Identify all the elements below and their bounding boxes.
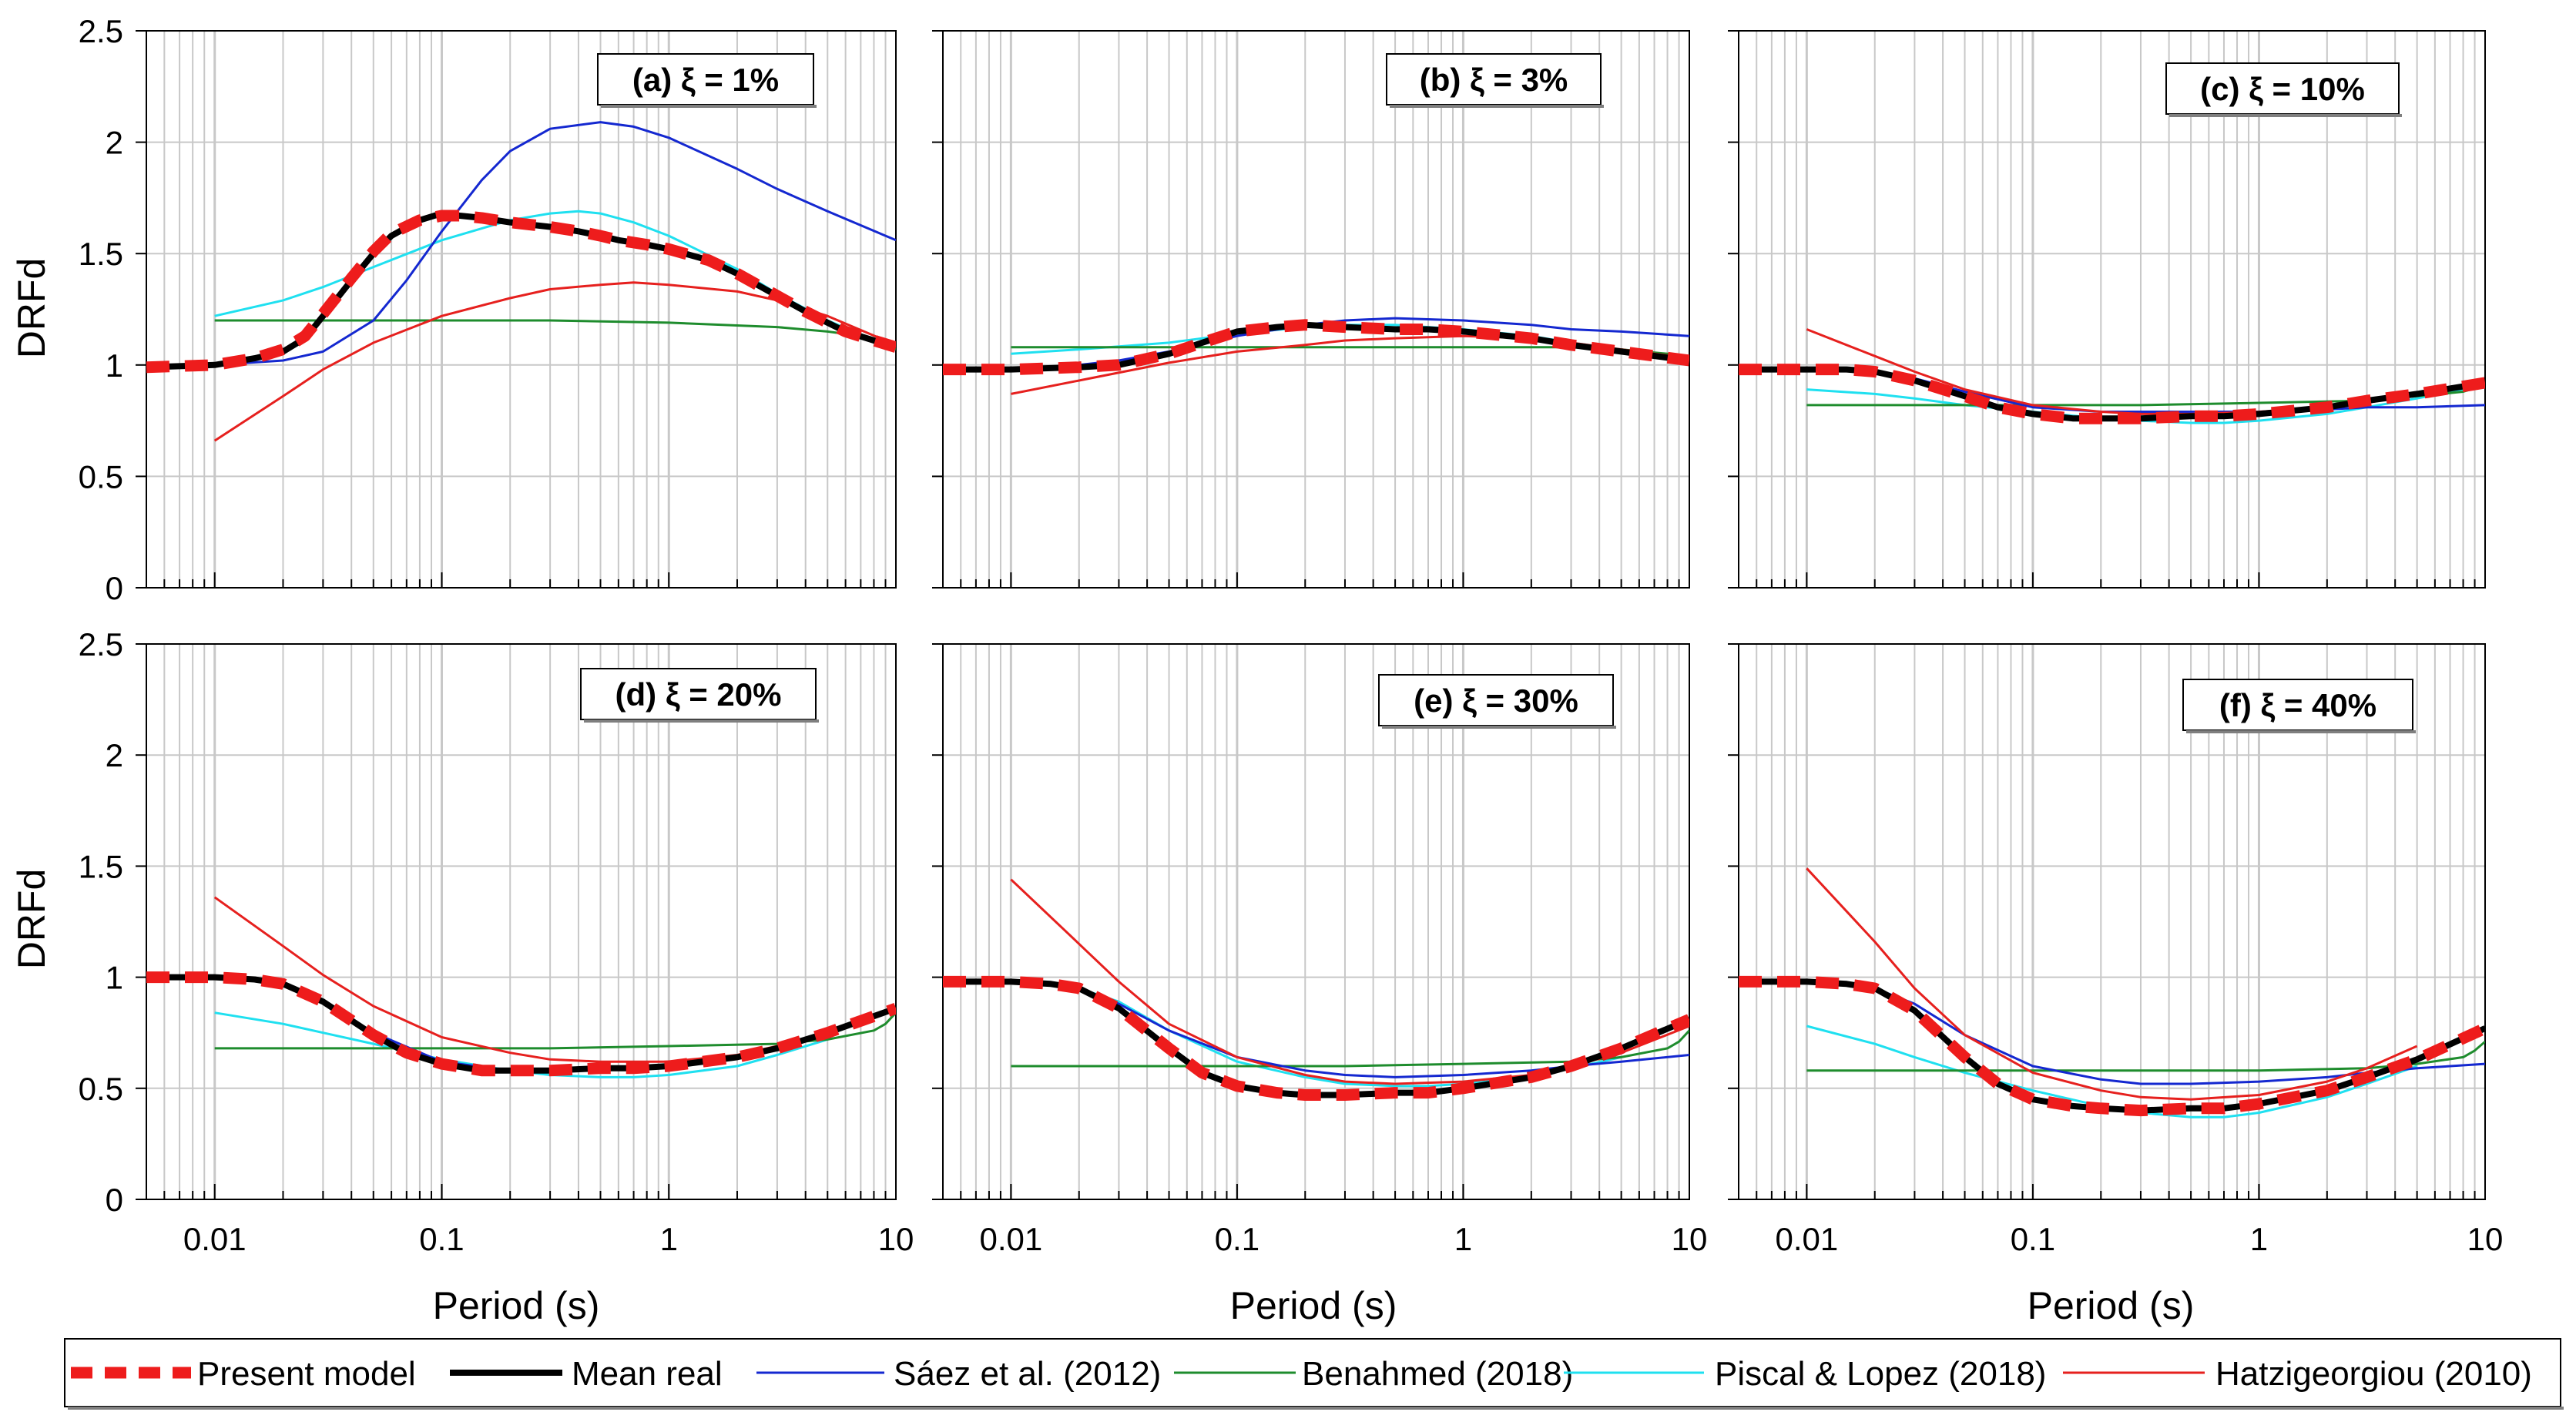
series-line-hatzi — [213, 281, 896, 442]
series-group — [943, 878, 1689, 1101]
legend-label-piscal: Piscal & Lopez (2018) — [1715, 1355, 2046, 1393]
legend-label-hatzi: Hatzigeorgiou (2010) — [2215, 1355, 2532, 1393]
legend-shadow — [68, 1407, 2564, 1410]
panel-label-shadow — [1390, 105, 1604, 108]
panel-label-shadow — [1382, 726, 1616, 729]
series-line-present — [1739, 364, 2485, 424]
x-tick-label: 10 — [878, 1221, 914, 1257]
panel-4: 0 0.5 1 1.5 2 2.5 0.01 0.1 1 10 (d) ξ = 20% — [79, 626, 914, 1257]
x-tick-label: 0.01 — [1775, 1221, 1838, 1257]
x-axis-title-col1: Period (s) — [433, 1284, 600, 1327]
x-axis-title-col2: Period (s) — [1230, 1284, 1397, 1327]
legend-label-present: Present model — [197, 1355, 416, 1393]
y-tick-label: 1.5 — [79, 236, 123, 272]
panel-label-box — [2165, 62, 2400, 115]
plot-frame — [1738, 643, 2486, 1200]
series-group — [1739, 867, 2485, 1118]
panel-2: (b) ξ = 3% — [932, 30, 1690, 589]
x-tick-label: 1 — [1454, 1221, 1472, 1257]
y-tick-label: 0.5 — [79, 1071, 123, 1107]
panel-5: 0.01 0.1 1 10 (e) ξ = 30% — [932, 643, 1708, 1257]
legend-label-benahmed: Benahmed (2018) — [1302, 1355, 1573, 1393]
series-line-benahmed — [1011, 346, 1689, 360]
x-tick-label: 0.1 — [419, 1221, 464, 1257]
y-tick-label: 1.5 — [79, 848, 123, 884]
legend-label-saez: Sáez et al. (2012) — [894, 1355, 1161, 1393]
series-line-hatzi — [1806, 867, 2418, 1101]
panel-1: 0 0.5 1 1.5 2 2.5 (a) ξ = 1% — [79, 13, 897, 606]
panel-label: (f) ξ = 40% — [2219, 687, 2376, 723]
series-group — [943, 317, 1689, 395]
x-tick-label: 10 — [1672, 1221, 1708, 1257]
series-line-saez — [214, 121, 896, 367]
panel-label: (d) ξ = 20% — [615, 676, 782, 713]
x-tick-label: 0.1 — [1215, 1221, 1259, 1257]
plot-frame — [942, 30, 1690, 589]
series-group — [146, 896, 896, 1078]
y-tick-label: 0.5 — [79, 458, 123, 495]
x-tick-label: 0.01 — [183, 1221, 247, 1257]
plot-frame — [942, 643, 1690, 1200]
panel-3: (c) ξ = 10% — [1728, 30, 2486, 589]
y-tick-label: 2.5 — [79, 13, 123, 49]
series-line-present — [1739, 975, 2485, 1117]
series-line-present — [943, 319, 1689, 376]
y-axis-title-bottom: DRFd — [10, 869, 53, 970]
y-tick-label: 0 — [106, 1182, 123, 1218]
x-tick-label: 10 — [2467, 1221, 2504, 1257]
x-tick-label: 1 — [2250, 1221, 2268, 1257]
y-tick-label: 1 — [106, 960, 123, 996]
panel-label-box — [580, 668, 817, 720]
panel-label-box — [597, 53, 814, 106]
series-line-benahmed — [214, 1011, 896, 1050]
panel-label-shadow — [2186, 730, 2416, 733]
plot-frame — [146, 30, 897, 589]
legend-label-mean: Mean real — [572, 1355, 723, 1393]
panel-label-box — [1386, 53, 1602, 106]
plot-frame — [146, 643, 897, 1200]
y-tick-label: 2 — [106, 737, 123, 773]
x-axis-title-col3: Period (s) — [2028, 1284, 2195, 1327]
y-axis-title-top: DRFd — [10, 258, 53, 359]
panel-label: (c) ξ = 10% — [2200, 71, 2365, 107]
y-tick-label: 1 — [106, 347, 123, 384]
plot-frame — [1738, 30, 2486, 589]
series-line-present — [146, 210, 896, 374]
panels-layer: 0 0.5 1 1.5 2 2.5 (a) ξ = 1% (b) ξ = 3% (c) ξ = … — [79, 13, 2504, 1257]
panel-label: (e) ξ = 30% — [1414, 682, 1578, 719]
series-group — [1739, 328, 2485, 424]
series-group — [146, 121, 896, 442]
panel-label: (b) ξ = 3% — [1420, 62, 1568, 98]
legend: Present model Mean real Sáez et al. (2012)… — [64, 1338, 2564, 1410]
panel-label: (a) ξ = 1% — [632, 62, 779, 98]
panel-label-shadow — [601, 105, 817, 108]
x-tick-label: 0.01 — [979, 1221, 1042, 1257]
panel-label-box — [1378, 674, 1614, 726]
panel-6: 0.01 0.1 1 10 (f) ξ = 40% — [1728, 643, 2504, 1257]
y-tick-label: 2.5 — [79, 626, 123, 662]
x-tick-label: 0.1 — [2011, 1221, 2055, 1257]
x-tick-label: 1 — [660, 1221, 678, 1257]
panel-label-shadow — [2169, 114, 2402, 117]
y-tick-label: 0 — [106, 570, 123, 606]
series-line-benahmed — [1806, 384, 2485, 407]
panel-label-shadow — [584, 719, 819, 723]
series-line-present — [943, 975, 1689, 1101]
y-tick-label: 2 — [106, 125, 123, 161]
series-line-present — [146, 971, 896, 1077]
